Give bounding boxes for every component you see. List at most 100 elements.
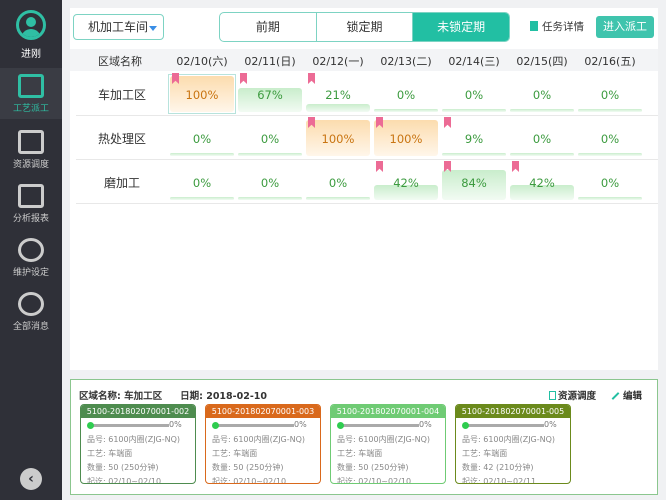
- progress-dot: [87, 422, 94, 429]
- bookmark-icon: [240, 73, 247, 84]
- table-row: 热处理区 0% 0% 100% 100% 9% 0% 0%: [76, 117, 658, 160]
- task-range: 起讫: 02/10~02/10: [212, 477, 287, 484]
- task-card[interactable]: 5100-201802070001-004 0% 品号: 6100内圈(ZJG-NQ…: [330, 404, 446, 484]
- progress-value: 0%: [294, 420, 307, 429]
- load-fill: [510, 184, 574, 200]
- user-profile[interactable]: 进刚: [0, 8, 62, 60]
- day-cell[interactable]: 0%: [306, 164, 370, 200]
- task-range: 起讫: 02/10~02/11: [462, 477, 537, 484]
- load-percent: 67%: [257, 88, 283, 102]
- day-cell[interactable]: 9%: [442, 117, 506, 156]
- day-cell[interactable]: 0%: [442, 76, 506, 112]
- task-process: 工艺: 车端面: [462, 449, 508, 458]
- day-cell[interactable]: 21%: [306, 73, 370, 112]
- progress-bar: 0%: [462, 420, 564, 431]
- bookmark-icon: [444, 117, 451, 128]
- task-part: 品号: 6100内圈(ZJG-NQ): [212, 435, 306, 444]
- column-header-area: 区域名称: [98, 55, 142, 68]
- sidebar-item-4[interactable]: 全部消息: [0, 286, 62, 337]
- day-cell[interactable]: 0%: [510, 76, 574, 112]
- day-cell[interactable]: 42%: [510, 161, 574, 200]
- task-card[interactable]: 5100-201802070001-003 0% 品号: 6100内圈(ZJG-NQ…: [205, 404, 321, 484]
- day-cell[interactable]: 100%: [168, 73, 236, 114]
- column-header-date: 02/11(日): [244, 55, 296, 68]
- resource-schedule-button[interactable]: 资源调度: [549, 388, 596, 402]
- day-cell[interactable]: 0%: [578, 164, 642, 200]
- task-detail-link[interactable]: 任务详情: [530, 19, 584, 34]
- day-cell[interactable]: 0%: [238, 164, 302, 200]
- load-fill: [442, 109, 506, 112]
- tab-locked[interactable]: 锁定期: [317, 13, 414, 41]
- edit-button[interactable]: 编辑: [611, 388, 642, 402]
- progress-value: 0%: [169, 420, 182, 429]
- load-percent: 9%: [464, 132, 484, 146]
- bookmark-icon: [376, 117, 383, 128]
- load-percent: 0%: [396, 88, 416, 102]
- load-fill: [170, 153, 234, 156]
- load-fill: [510, 109, 574, 112]
- day-cell[interactable]: 67%: [238, 73, 302, 112]
- sidebar-item-label: 维护设定: [12, 268, 49, 278]
- day-cell[interactable]: 0%: [578, 76, 642, 112]
- detail-panel: 区域名称: 车加工区 日期: 2018-02-10 资源调度 编辑 5100-20…: [70, 379, 658, 495]
- day-cell[interactable]: 0%: [510, 120, 574, 156]
- progress-dot: [337, 422, 344, 429]
- sidebar-item-2[interactable]: 分析报表: [0, 178, 62, 229]
- bookmark-icon: [376, 161, 383, 172]
- bookmark-icon: [172, 73, 179, 84]
- task-card[interactable]: 5100-201802070001-002 0% 品号: 6100内圈(ZJG-NQ…: [80, 404, 196, 484]
- task-qty: 数量: 50 (250分钟): [87, 463, 159, 472]
- task-id: 5100-201802070001-003: [206, 405, 320, 418]
- progress-dot: [212, 422, 219, 429]
- bookmark-icon: [308, 73, 315, 84]
- sidebar-item-label: 工艺派工: [12, 104, 49, 114]
- column-header-date: 02/15(四): [516, 55, 568, 68]
- day-cell[interactable]: 100%: [374, 117, 438, 156]
- task-id: 5100-201802070001-004: [331, 405, 445, 418]
- day-cell[interactable]: 0%: [170, 120, 234, 156]
- sidebar-item-3[interactable]: 维护设定: [0, 232, 62, 283]
- resource-icon: [549, 391, 556, 400]
- day-cell[interactable]: 0%: [238, 120, 302, 156]
- task-range: 起讫: 02/10~02/10: [337, 477, 412, 484]
- progress-track: [464, 424, 544, 427]
- task-part: 品号: 6100内圈(ZJG-NQ): [87, 435, 181, 444]
- task-process: 工艺: 车端面: [337, 449, 383, 458]
- sidebar-item-1[interactable]: 资源调度: [0, 124, 62, 175]
- day-cell[interactable]: 42%: [374, 161, 438, 200]
- load-fill: [238, 197, 302, 200]
- tab-early[interactable]: 前期: [220, 13, 317, 41]
- load-fill: [374, 109, 438, 112]
- task-id: 5100-201802070001-005: [456, 405, 570, 418]
- bookmark-icon: [512, 161, 519, 172]
- day-cell[interactable]: 0%: [578, 120, 642, 156]
- load-percent: 21%: [325, 88, 351, 102]
- bookmark-icon: [308, 117, 315, 128]
- progress-track: [89, 424, 169, 427]
- chevron-left-icon[interactable]: ‹: [20, 468, 42, 490]
- area-label: 区域名称: 车加工区: [79, 391, 163, 402]
- load-percent: 0%: [600, 176, 620, 190]
- load-fill: [578, 153, 642, 156]
- load-percent: 0%: [260, 176, 280, 190]
- day-cell[interactable]: 0%: [170, 164, 234, 200]
- day-cell[interactable]: 100%: [306, 117, 370, 156]
- day-cell[interactable]: 0%: [374, 76, 438, 112]
- analysis-chart-icon: [18, 184, 44, 208]
- load-fill: [238, 153, 302, 156]
- load-percent: 0%: [192, 132, 212, 146]
- task-card[interactable]: 5100-201802070001-005 0% 品号: 6100内圈(ZJG-NQ…: [455, 404, 571, 484]
- tab-unlocked[interactable]: 未锁定期: [413, 13, 509, 41]
- progress-bar: 0%: [87, 420, 189, 431]
- resource-label: 资源调度: [558, 391, 597, 402]
- day-cell[interactable]: 84%: [442, 161, 506, 200]
- enter-dispatch-button[interactable]: 进入派工: [596, 16, 654, 38]
- load-percent: 42%: [529, 176, 555, 190]
- load-percent: 100%: [185, 88, 219, 102]
- workshop-dropdown[interactable]: 机加工车间: [73, 14, 164, 40]
- load-fill: [238, 87, 302, 112]
- load-percent: 0%: [532, 88, 552, 102]
- column-header-date: 02/13(二): [380, 55, 432, 68]
- sidebar-item-0[interactable]: 工艺派工: [0, 68, 62, 119]
- progress-value: 0%: [544, 420, 557, 429]
